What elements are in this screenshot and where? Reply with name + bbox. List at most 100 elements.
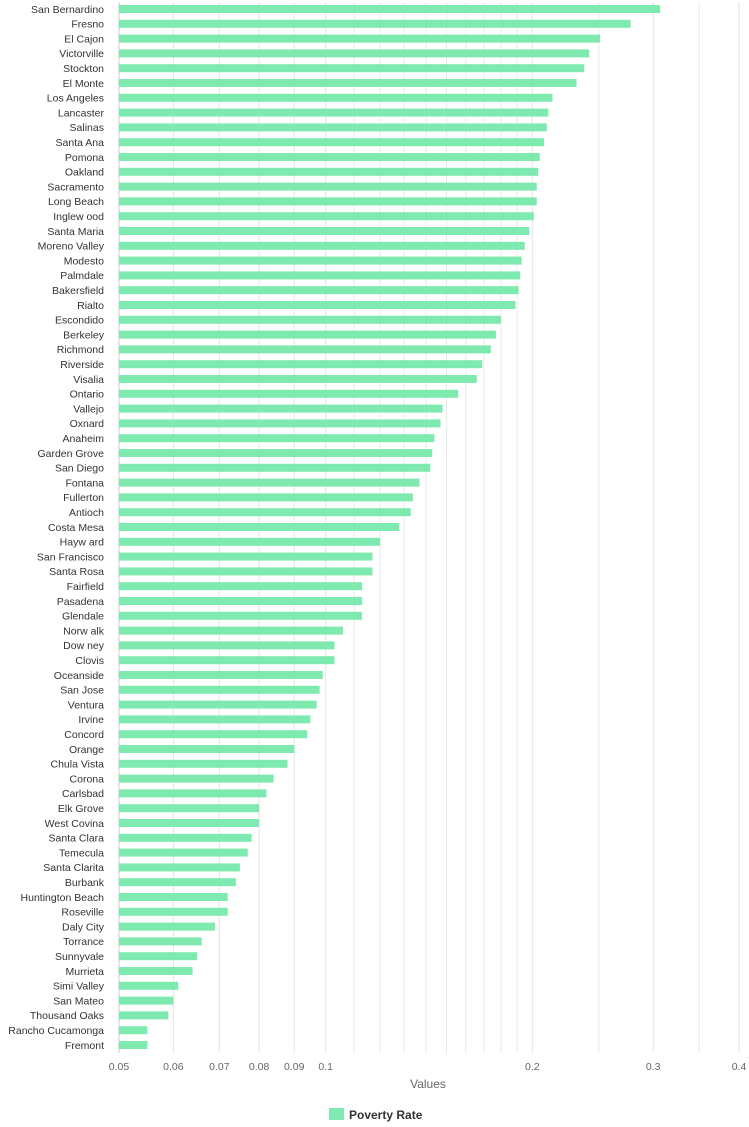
category-label: Burbank — [65, 877, 105, 889]
bar[interactable] — [119, 996, 174, 1005]
bar[interactable] — [119, 981, 179, 990]
bar[interactable] — [119, 271, 521, 280]
bar[interactable] — [119, 804, 260, 813]
category-label: Santa Ana — [56, 137, 105, 149]
bar[interactable] — [119, 360, 483, 369]
bar[interactable] — [119, 774, 274, 783]
bar[interactable] — [119, 626, 344, 635]
bar[interactable] — [119, 212, 534, 221]
bar[interactable] — [119, 848, 248, 857]
bar[interactable] — [119, 1041, 148, 1049]
bar[interactable] — [119, 656, 335, 665]
legend-swatch — [329, 1108, 344, 1120]
x-tick-label: 0.06 — [163, 1061, 184, 1073]
bar[interactable] — [119, 863, 240, 872]
legend[interactable]: Poverty Rate — [329, 1108, 423, 1122]
x-tick-label: 0.2 — [525, 1061, 540, 1073]
bar[interactable] — [119, 315, 501, 324]
bar[interactable] — [119, 537, 381, 546]
bar[interactable] — [119, 745, 295, 753]
bars — [119, 5, 661, 1049]
bar[interactable] — [119, 93, 553, 102]
bar[interactable] — [119, 404, 443, 413]
bar[interactable] — [119, 700, 317, 709]
bar[interactable] — [119, 5, 661, 13]
category-label: Simi Valley — [53, 981, 105, 993]
category-label: Pasadena — [57, 596, 104, 608]
bar[interactable] — [119, 108, 549, 117]
bar[interactable] — [119, 419, 441, 428]
bar[interactable] — [119, 241, 525, 250]
category-label: Inglew ood — [53, 211, 104, 223]
bar[interactable] — [119, 759, 288, 768]
bar[interactable] — [119, 715, 311, 724]
bar[interactable] — [119, 1011, 169, 1020]
bar[interactable] — [119, 64, 585, 73]
category-label: Bakersfield — [52, 285, 104, 297]
bar[interactable] — [119, 182, 537, 191]
bar[interactable] — [119, 1026, 148, 1035]
bar[interactable] — [119, 79, 577, 87]
category-label: Fairfield — [67, 581, 105, 593]
bar[interactable] — [119, 789, 267, 798]
bar[interactable] — [119, 582, 363, 591]
category-label: Dow ney — [63, 640, 105, 652]
category-label: Rancho Cucamonga — [8, 1025, 104, 1037]
bar[interactable] — [119, 878, 236, 887]
bar[interactable] — [119, 685, 320, 694]
category-label: Thousand Oaks — [30, 1010, 104, 1022]
bar[interactable] — [119, 671, 323, 679]
bar[interactable] — [119, 597, 363, 605]
bar[interactable] — [119, 493, 413, 502]
bar[interactable] — [119, 449, 433, 457]
category-label: Fresno — [71, 19, 104, 31]
bar[interactable] — [119, 523, 400, 531]
bar[interactable] — [119, 967, 193, 975]
bar[interactable] — [119, 552, 373, 561]
bar[interactable] — [119, 952, 198, 961]
bar[interactable] — [119, 19, 631, 28]
bar[interactable] — [119, 345, 491, 354]
category-label: Long Beach — [48, 196, 104, 208]
bar[interactable] — [119, 937, 202, 946]
bar[interactable] — [119, 641, 335, 650]
bar[interactable] — [119, 301, 516, 309]
bar[interactable] — [119, 227, 530, 235]
category-label: El Cajon — [64, 33, 104, 45]
bar[interactable] — [119, 34, 601, 43]
bar[interactable] — [119, 508, 411, 517]
category-label: Huntington Beach — [21, 892, 105, 904]
category-label: Santa Clara — [49, 833, 105, 845]
bar[interactable] — [119, 153, 540, 161]
category-label: Los Angeles — [47, 93, 104, 105]
x-tick-label: 0.08 — [249, 1061, 270, 1073]
bar[interactable] — [119, 256, 522, 265]
category-label: Sacramento — [47, 181, 104, 193]
bar[interactable] — [119, 389, 459, 398]
category-label: Roseville — [61, 907, 104, 919]
bar[interactable] — [119, 611, 363, 620]
category-labels: San Bernardino Fresno El Cajon Victorville S… — [8, 4, 104, 1052]
category-label: San Jose — [60, 685, 104, 697]
bar[interactable] — [119, 330, 496, 339]
category-label: Lancaster — [58, 107, 105, 119]
bar[interactable] — [119, 49, 590, 58]
bar[interactable] — [119, 463, 431, 472]
bar[interactable] — [119, 434, 435, 443]
bar[interactable] — [119, 478, 420, 487]
bar[interactable] — [119, 286, 519, 295]
bar[interactable] — [119, 833, 252, 842]
category-label: Murrieta — [65, 966, 104, 978]
bar[interactable] — [119, 907, 228, 916]
bar[interactable] — [119, 375, 477, 383]
bar[interactable] — [119, 922, 216, 931]
bar[interactable] — [119, 893, 228, 901]
bar[interactable] — [119, 567, 373, 576]
category-label: Vallejo — [73, 403, 104, 415]
bar[interactable] — [119, 167, 539, 176]
bar[interactable] — [119, 197, 537, 206]
bar[interactable] — [119, 123, 547, 132]
bar[interactable] — [119, 730, 308, 739]
bar[interactable] — [119, 138, 545, 147]
bar[interactable] — [119, 819, 260, 827]
